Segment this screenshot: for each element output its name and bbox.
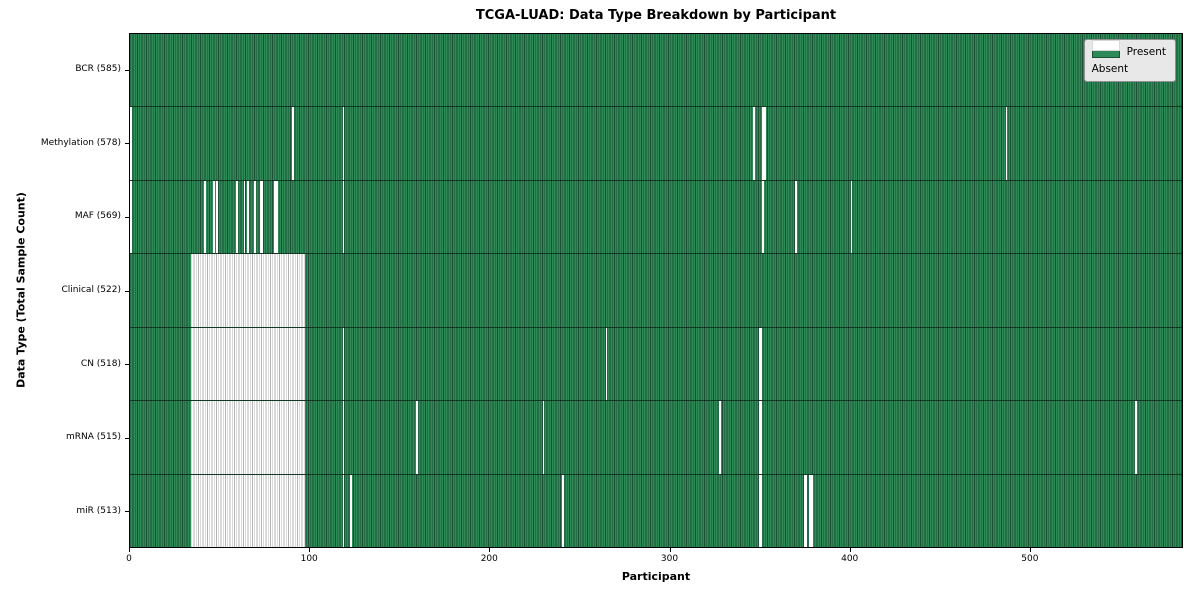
absent-stripe bbox=[719, 401, 721, 474]
absent-stripe bbox=[243, 180, 246, 254]
y-tick-label: BCR (585) bbox=[75, 64, 121, 75]
row-bcr bbox=[130, 34, 1182, 106]
absent-stripe bbox=[191, 254, 305, 327]
x-tick-label: 100 bbox=[300, 554, 318, 564]
x-tick bbox=[489, 548, 491, 552]
absent-stripe bbox=[254, 180, 257, 254]
x-tick-label: 0 bbox=[126, 554, 132, 564]
y-tick bbox=[125, 143, 129, 145]
x-axis-label: Participant bbox=[621, 570, 691, 583]
absent-swatch-icon bbox=[1091, 40, 1120, 51]
x-tick-label: 300 bbox=[660, 554, 679, 564]
x-tick bbox=[849, 548, 851, 552]
absent-stripe bbox=[809, 474, 813, 547]
y-tick-label: Methylation (578) bbox=[40, 137, 121, 148]
row-cn bbox=[130, 326, 1182, 401]
y-tick bbox=[125, 216, 129, 218]
x-tick-label: 400 bbox=[841, 554, 859, 564]
x-tick bbox=[309, 548, 311, 552]
chart-title: TCGA-LUAD: Data Type Breakdown by Partic… bbox=[475, 8, 837, 23]
absent-stripe bbox=[212, 180, 215, 254]
absent-stripe bbox=[562, 474, 565, 547]
absent-stripe bbox=[130, 180, 132, 254]
absent-stripe bbox=[203, 180, 206, 254]
y-tick-label: Clinical (522) bbox=[61, 285, 121, 295]
absent-stripe bbox=[191, 401, 305, 474]
x-tick bbox=[129, 548, 130, 552]
absent-stripe bbox=[342, 180, 345, 254]
absent-stripe bbox=[274, 180, 278, 254]
y-tick-label: CN (518) bbox=[80, 358, 121, 369]
absent-stripe bbox=[259, 180, 264, 254]
row-maf bbox=[130, 179, 1182, 254]
absent-stripe bbox=[850, 180, 853, 254]
absent-stripe bbox=[803, 474, 808, 547]
absent-stripe bbox=[342, 474, 345, 547]
plot-area: Present Absent bbox=[129, 33, 1183, 548]
row-methylation bbox=[130, 106, 1182, 180]
absent-stripe bbox=[216, 180, 219, 254]
absent-stripe bbox=[236, 180, 239, 254]
absent-stripe bbox=[542, 401, 545, 474]
x-tick-label: 500 bbox=[1021, 554, 1039, 564]
absent-stripe bbox=[758, 474, 763, 547]
absent-stripe bbox=[416, 401, 419, 474]
y-tick-label: MAF (569) bbox=[74, 211, 121, 222]
y-tick bbox=[125, 290, 129, 292]
y-tick bbox=[125, 437, 129, 439]
absent-stripe bbox=[758, 327, 763, 401]
absent-stripe bbox=[247, 180, 249, 254]
absent-stripe bbox=[1005, 107, 1008, 180]
absent-stripe bbox=[342, 107, 345, 180]
row-clinical bbox=[130, 253, 1182, 327]
legend: Present Absent bbox=[1083, 39, 1176, 82]
x-tick bbox=[669, 548, 671, 552]
absent-stripe bbox=[191, 327, 305, 401]
y-tick bbox=[125, 511, 129, 513]
absent-stripe bbox=[342, 327, 345, 401]
absent-stripe bbox=[753, 107, 756, 180]
y-tick-label: miR (513) bbox=[76, 505, 121, 516]
row-mir bbox=[130, 473, 1182, 547]
x-tick bbox=[1029, 548, 1031, 552]
absent-stripe bbox=[342, 401, 345, 474]
y-tick bbox=[125, 69, 129, 71]
legend-entry-absent: Absent bbox=[1091, 40, 1166, 75]
absent-stripe bbox=[130, 107, 132, 180]
absent-stripe bbox=[762, 180, 765, 254]
legend-present-label: Present bbox=[1126, 46, 1166, 58]
absent-stripe bbox=[292, 107, 294, 180]
row-mrna bbox=[130, 400, 1182, 474]
absent-stripe bbox=[349, 474, 352, 547]
absent-stripe bbox=[1135, 401, 1138, 474]
absent-stripe bbox=[605, 327, 608, 401]
y-tick-label: mRNA (515) bbox=[66, 432, 121, 443]
absent-stripe bbox=[191, 474, 305, 547]
absent-stripe bbox=[794, 180, 797, 254]
legend-absent-label: Absent bbox=[1091, 63, 1129, 75]
absent-stripe bbox=[762, 107, 766, 180]
absent-stripe bbox=[758, 401, 763, 474]
y-tick bbox=[125, 364, 129, 366]
x-tick-label: 200 bbox=[480, 554, 498, 564]
